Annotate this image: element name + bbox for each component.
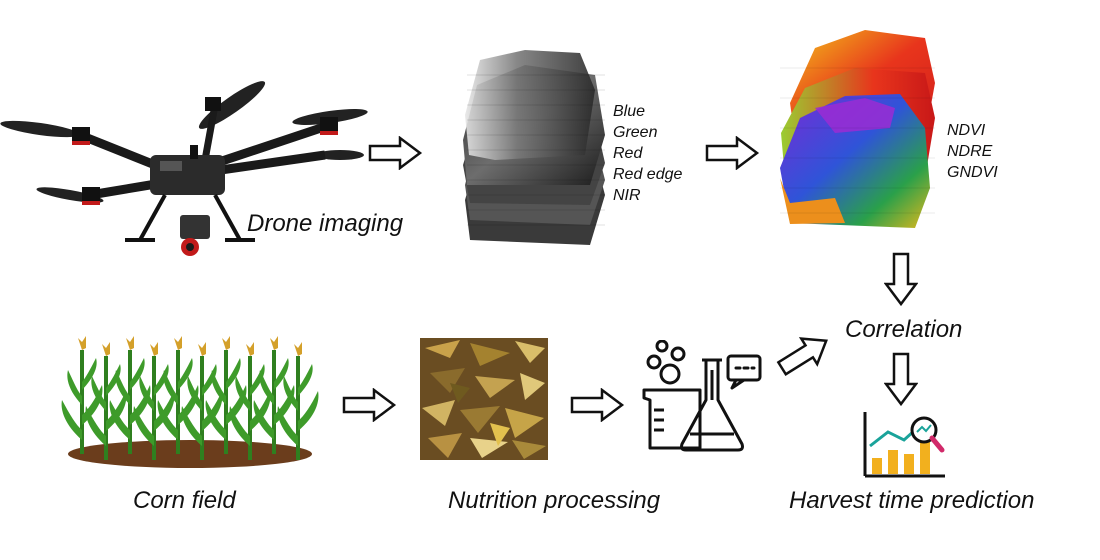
band-label-nir: NIR [613, 187, 641, 204]
drone-icon [0, 81, 368, 256]
corn-field-icon [61, 336, 319, 468]
arrow-right-icon [342, 388, 397, 422]
vegetation-index-stack-icon [780, 30, 935, 228]
lab-flask-icon [642, 340, 762, 452]
harvest-caption: Harvest time prediction [789, 487, 1035, 514]
corn-field-caption: Corn field [133, 487, 236, 514]
arrow-right-icon [705, 136, 760, 170]
arrow-right-icon [368, 136, 423, 170]
grayscale-band-stack-icon [463, 50, 605, 245]
band-label-blue: Blue [613, 103, 646, 120]
band-label-green: Green [613, 124, 658, 141]
index-label-ndre: NDRE [947, 143, 993, 160]
band-label-red-edge: Red edge [613, 166, 683, 183]
index-label-gndvi: GNDVI [947, 164, 998, 181]
arrow-right-icon [570, 388, 625, 422]
harvest-chart-icon [863, 412, 945, 478]
band-labels: Blue Green Red Red edge NIR [613, 101, 682, 206]
index-label-ndvi: NDVI [947, 122, 986, 139]
drone-imaging-caption: Drone imaging [247, 210, 404, 237]
index-labels: NDVI NDRE GNDVI [947, 120, 998, 183]
silage-icon [420, 338, 548, 460]
correlation-caption: Correlation [845, 316, 963, 343]
arrow-down-icon [884, 252, 918, 307]
arrow-down-icon [884, 352, 918, 407]
band-label-red: Red [613, 145, 643, 162]
arrow-up-right-icon [776, 337, 828, 376]
nutrition-caption: Nutrition processing [448, 487, 661, 514]
